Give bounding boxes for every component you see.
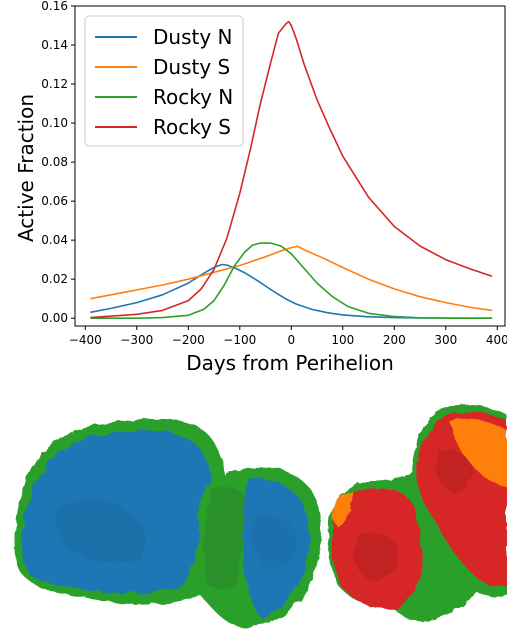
legend: Dusty N Dusty S Rocky N Rocky S [84, 15, 244, 147]
y-axis-label: Active Fraction [14, 94, 38, 242]
plot-frame [74, 5, 506, 327]
x-tick-label: 400 [486, 333, 507, 347]
legend-label: Rocky S [153, 115, 231, 139]
left-nucleus-render [14, 418, 321, 628]
y-tick-label: 0.00 [41, 311, 68, 325]
series-line-dusty-s [90, 245, 493, 312]
y-tick-label: 0.14 [41, 38, 68, 52]
x-axis-label: Days from Perihelion [186, 351, 394, 375]
right-nucleus-render [328, 404, 507, 622]
legend-label: Dusty N [153, 25, 233, 49]
y-tick-label: 0.04 [41, 233, 68, 247]
series-line-rocky-s [90, 20, 493, 319]
y-tick-label: 0.06 [41, 194, 68, 208]
y-tick-label: 0.10 [41, 116, 68, 130]
active-fraction-chart: −400 −300 −200 −100 0 100 200 300 400 0.000.020.… [14, 0, 507, 375]
x-tick-label: 200 [383, 333, 406, 347]
plot-area [90, 20, 493, 319]
legend-label: Dusty S [153, 55, 230, 79]
y-tick-label: 0.16 [41, 0, 68, 13]
x-tick-label: −400 [69, 333, 102, 347]
x-tick-label: 300 [434, 333, 457, 347]
series-line-rocky-n [90, 242, 493, 319]
series-line-dusty-n [90, 263, 493, 319]
legend-label: Rocky N [153, 85, 233, 109]
x-tick-label: −300 [120, 333, 153, 347]
y-tick-label: 0.02 [41, 272, 68, 286]
y-tick-label: 0.12 [41, 77, 68, 91]
x-tick-label: 0 [287, 333, 295, 347]
y-axis-ticks: 0.00 0.02 0.04 0.06 0.08 0.10 0.12 0.14 0.16 [41, 0, 75, 325]
y-tick-label: 0.08 [41, 155, 68, 169]
x-tick-label: −200 [172, 333, 205, 347]
x-tick-label: −100 [223, 333, 256, 347]
legend-box [84, 15, 244, 147]
x-tick-label: 100 [331, 333, 354, 347]
x-axis-ticks: −400 −300 −200 −100 0 100 200 300 400 [69, 326, 507, 347]
nucleus-renderings [14, 404, 507, 628]
